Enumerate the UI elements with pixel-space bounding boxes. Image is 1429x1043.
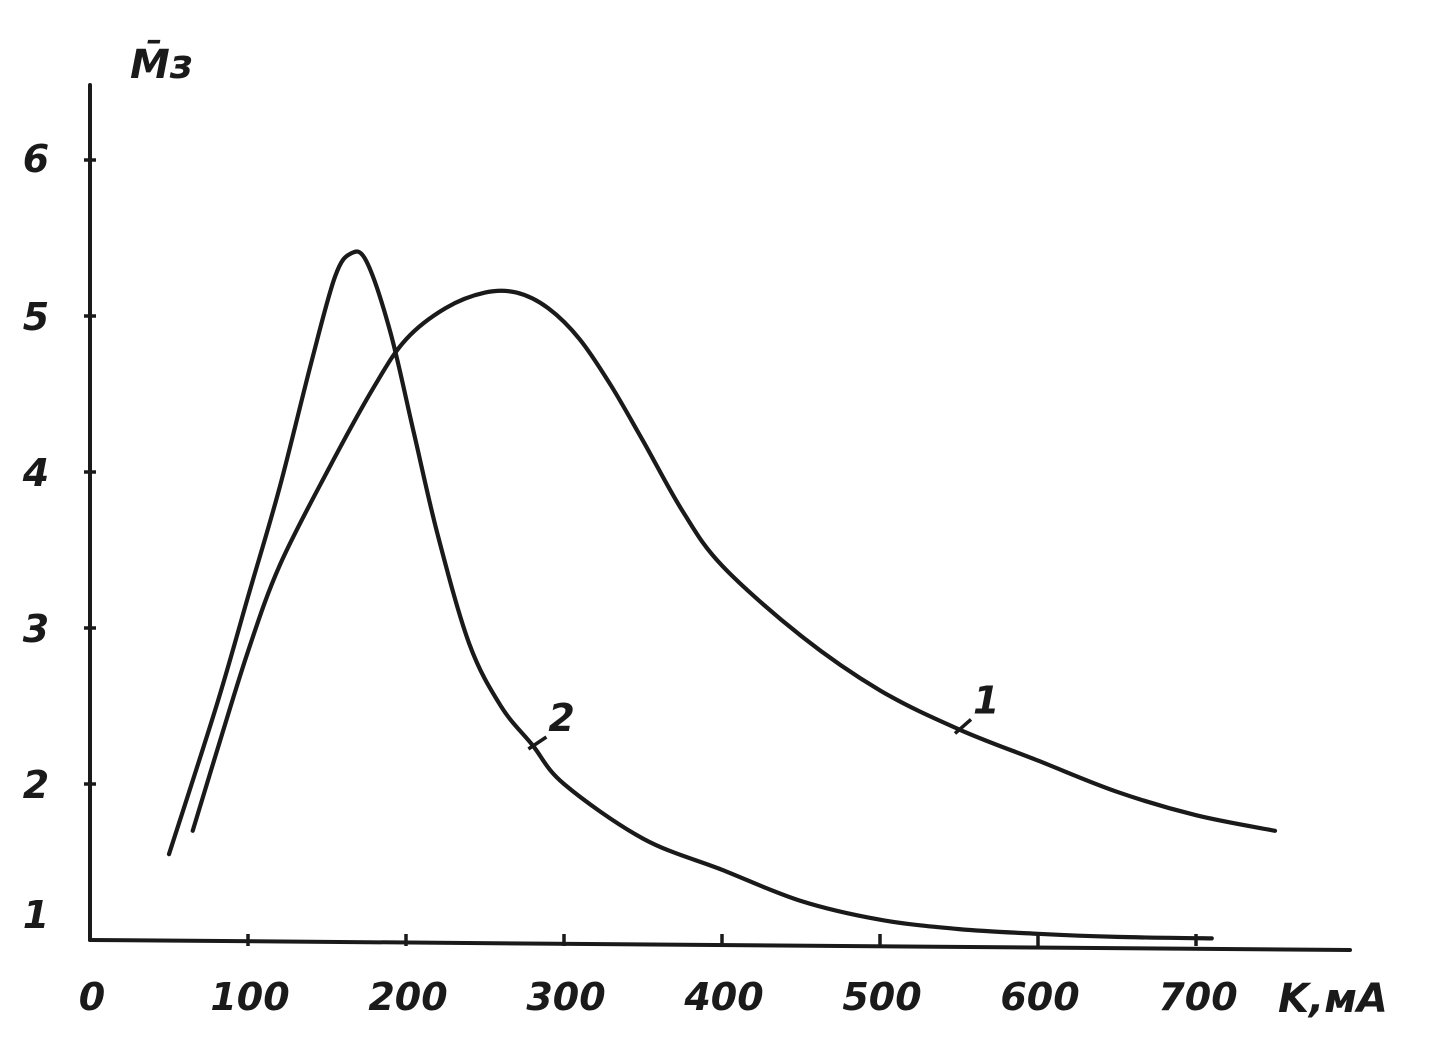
x-tick-label: 600: [1000, 975, 1079, 1019]
x-tick-label: 200: [368, 975, 447, 1019]
x-tick-label: 400: [683, 975, 763, 1019]
x-tick-label: 300: [526, 975, 605, 1019]
x-axis-line: [88, 938, 1352, 952]
y-tick-label: 1: [23, 893, 49, 937]
y-tick-label: 2: [23, 763, 49, 807]
y-tick-label: 3: [23, 607, 49, 651]
labels: 0 100 200 300 400 500 600 700 1 2 3 4 5 6 1 2: [22, 137, 1238, 1019]
y-tick-label: 5: [23, 295, 49, 339]
series-label-leader-1: [953, 718, 973, 735]
x-tick-label: 0: [79, 975, 105, 1019]
ticks: [84, 158, 1198, 946]
x-tick-label: 500: [842, 975, 921, 1019]
curves: [166, 249, 1278, 941]
y-tick-label: 6: [23, 137, 49, 181]
series-line-1: [190, 288, 1278, 833]
x-axis-title: K,мА: [1278, 976, 1388, 1022]
x-tick-label: 700: [1158, 975, 1237, 1019]
series-line-2: [166, 249, 1214, 941]
series-label-2: 2: [548, 696, 574, 740]
series-label-leader-2: [527, 735, 548, 751]
y-axis-title: M̄з: [130, 40, 193, 88]
series-label-1: 1: [973, 678, 999, 722]
axes: [88, 83, 1352, 952]
x-tick-label: 100: [210, 975, 289, 1019]
y-tick-label: 4: [22, 451, 49, 495]
